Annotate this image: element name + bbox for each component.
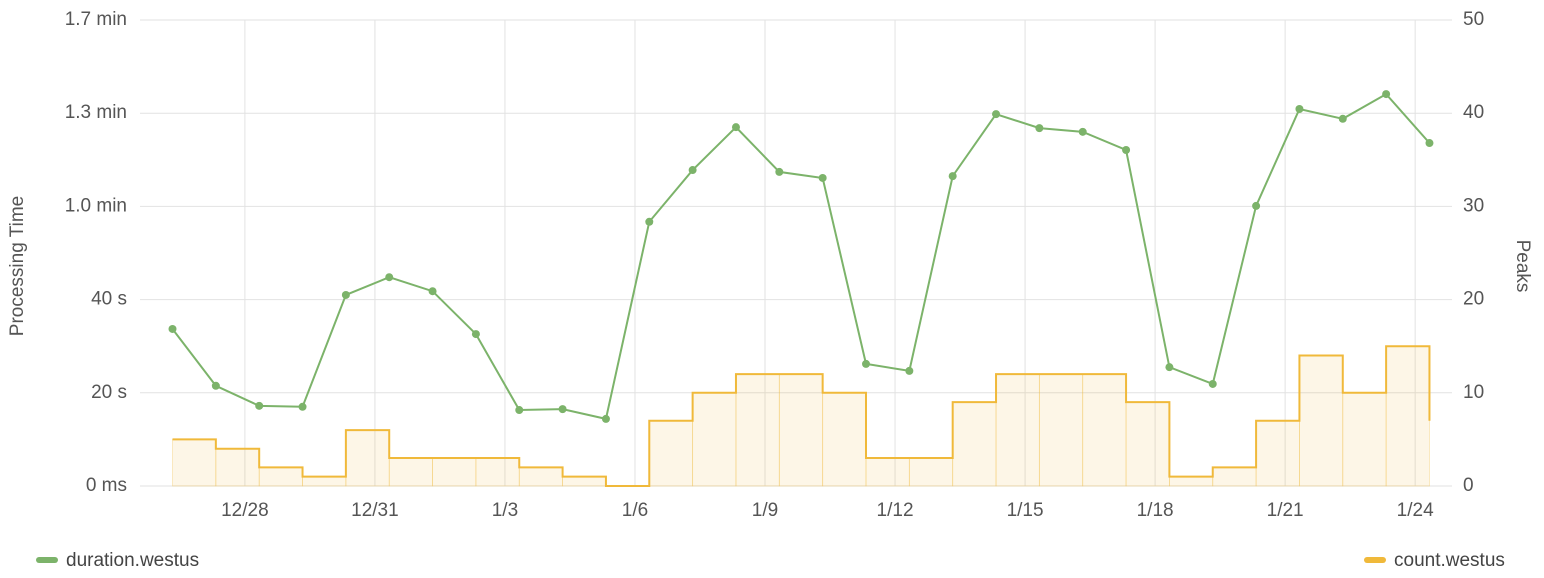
point: [428, 287, 437, 296]
step-area: [302, 476, 347, 487]
step-area: [215, 448, 260, 487]
step-area: [648, 420, 694, 487]
point: [1382, 90, 1391, 99]
point: [645, 217, 654, 226]
step-line: [172, 345, 1431, 487]
point: [1338, 114, 1347, 123]
step-area: [1212, 466, 1257, 487]
y2-tick-label: 50: [1463, 9, 1484, 30]
point: [992, 110, 1001, 119]
point: [1122, 146, 1131, 155]
point: [471, 330, 480, 339]
point: [1165, 363, 1174, 372]
x-tick-label: 12/31: [351, 500, 399, 521]
step-area: [1169, 476, 1214, 487]
legend-swatch: [1364, 557, 1386, 563]
step-area: [1299, 355, 1344, 487]
step-area: [692, 392, 737, 487]
step-area: [475, 457, 520, 487]
step-area: [518, 466, 563, 487]
point: [861, 359, 870, 368]
x-tick-label: 1/9: [752, 500, 778, 521]
step-area: [258, 466, 303, 487]
legend-label: duration.westus: [66, 550, 199, 571]
step-area: [432, 457, 477, 487]
y-tick-label: 1.7 min: [65, 9, 127, 30]
step-area: [995, 373, 1040, 487]
step-area: [865, 457, 910, 487]
y2-tick-label: 40: [1463, 102, 1484, 123]
step-area: [778, 373, 824, 487]
point: [731, 123, 740, 132]
point: [211, 381, 220, 390]
point: [905, 366, 914, 375]
point: [515, 406, 524, 415]
x-tick-label: 1/3: [492, 500, 518, 521]
y2-axis-title: Peaks: [1512, 240, 1533, 293]
point: [1035, 124, 1044, 133]
step-area: [388, 457, 433, 487]
step-area: [345, 429, 390, 487]
step-area: [1385, 345, 1430, 487]
y2-tick-label: 10: [1463, 382, 1484, 403]
x-tick-label: 12/28: [221, 500, 269, 521]
point: [601, 414, 610, 423]
x-tick-label: 1/24: [1397, 500, 1434, 521]
x-tick-label: 1/15: [1007, 500, 1044, 521]
y2-tick-label: 0: [1463, 475, 1474, 496]
step-area: [1342, 392, 1387, 487]
step-area: [1255, 420, 1300, 487]
point: [168, 324, 177, 333]
legend-label: count.westus: [1394, 550, 1505, 571]
y-tick-label: 1.3 min: [65, 102, 127, 123]
x-tick-label: 1/21: [1267, 500, 1304, 521]
y2-tick-label: 20: [1463, 289, 1484, 310]
x-tick-label: 1/12: [877, 500, 914, 521]
point: [688, 166, 697, 175]
legend-swatch: [36, 557, 58, 563]
x-tick-label: 1/18: [1137, 500, 1174, 521]
point: [385, 273, 394, 282]
step-area: [1082, 373, 1127, 487]
point: [1078, 127, 1087, 136]
y2-tick-label: 30: [1463, 195, 1484, 216]
point: [1425, 139, 1434, 148]
y-tick-label: 20 s: [91, 382, 127, 403]
point: [558, 405, 567, 414]
point: [1295, 105, 1304, 114]
point: [1252, 201, 1261, 210]
line: [171, 92, 1431, 421]
step-area: [822, 392, 867, 487]
point: [255, 401, 264, 410]
step-area: [735, 373, 780, 487]
point: [818, 173, 827, 182]
point: [948, 172, 957, 181]
y-axis-title: Processing Time: [7, 196, 28, 336]
step-area: [952, 401, 997, 487]
x-tick-label: 1/6: [622, 500, 648, 521]
y-tick-label: 40 s: [91, 289, 127, 310]
point: [775, 167, 784, 176]
point: [341, 290, 350, 299]
step-area: [908, 457, 954, 487]
point: [298, 402, 307, 411]
y-tick-label: 0 ms: [86, 475, 127, 496]
step-area: [1038, 373, 1084, 487]
y-tick-label: 1.0 min: [65, 195, 127, 216]
step-area: [1125, 401, 1170, 487]
step-area: [562, 476, 607, 487]
point: [1208, 379, 1217, 388]
step-area: [172, 438, 217, 487]
